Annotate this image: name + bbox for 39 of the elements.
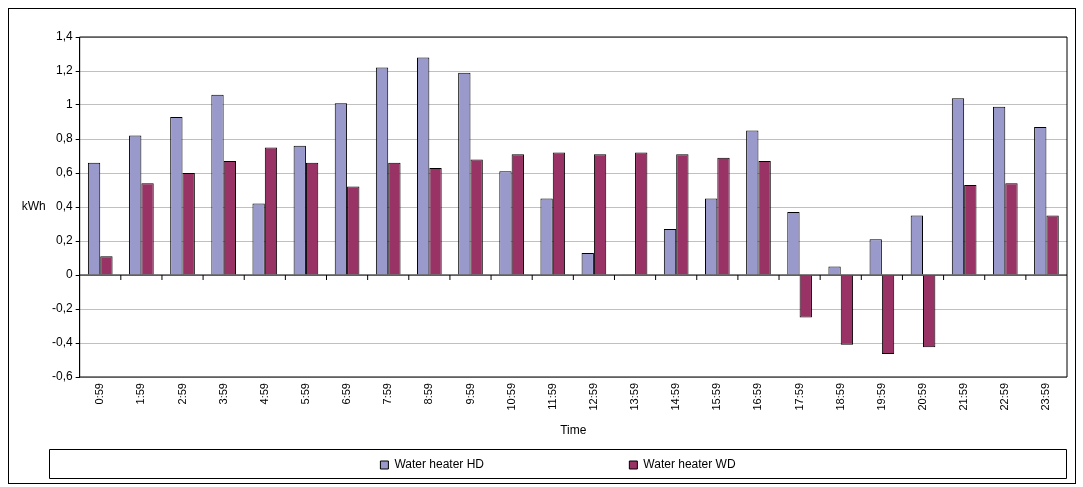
y-tick-label: 0,4 [55,199,73,214]
x-tick-label: 22:59 [998,383,1011,411]
x-tick-label: 8:59 [422,383,435,405]
y-tick-label: 0,2 [55,233,73,248]
x-tick-label: 7:59 [381,383,394,405]
x-tick-label: 17:59 [792,383,805,411]
y-tick-label: -0,2 [51,301,73,316]
x-tick-label: 10:59 [504,383,517,411]
x-tick-label: 19:59 [874,383,887,411]
x-tick-label: 23:59 [1039,383,1052,411]
x-tick-label: 20:59 [916,383,929,411]
x-tick-label: 2:59 [175,383,188,405]
x-tick-label: 3:59 [216,383,229,405]
x-tick-label: 13:59 [628,383,641,411]
x-tick-label: 6:59 [340,383,353,405]
x-tick-label: 11:59 [545,383,558,410]
y-tick-label: 0,8 [55,131,73,146]
x-tick-label: 4:59 [257,383,270,405]
y-tick-label: -0,6 [51,369,73,384]
x-tick-label: 9:59 [463,383,476,405]
x-tick-label: 0:59 [93,383,106,405]
x-tick-label: 18:59 [833,383,846,411]
y-tick-label: 1,4 [55,29,73,44]
y-tick-label: 0 [65,267,73,282]
x-tick-label: 14:59 [669,383,682,411]
x-tick-label: 15:59 [710,383,723,411]
y-tick-label: 1 [65,97,73,112]
y-axis-title: kWh [21,199,46,214]
y-tick-label: 0,6 [55,165,73,180]
x-tick-label: 1:59 [134,383,147,405]
x-tick-label: 5:59 [298,383,311,405]
x-axis-title: Time [560,423,587,438]
x-tick-label: 16:59 [751,383,764,411]
y-tick-label: 1,2 [55,63,73,78]
x-tick-label: 12:59 [586,383,599,411]
legend-label: Water heater HD [394,457,618,472]
y-tick-label: -0,4 [51,335,73,350]
legend-label: Water heater WD [643,457,736,472]
x-tick-label: 21:59 [957,383,970,411]
